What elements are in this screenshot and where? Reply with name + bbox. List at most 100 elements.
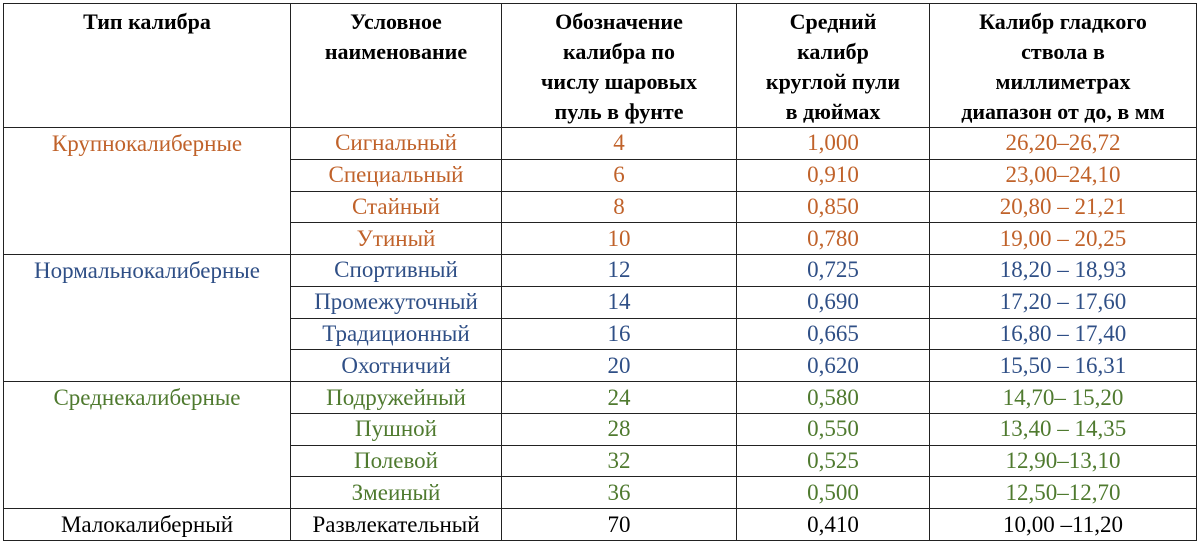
mm-range-cell: 19,00 – 20,25 — [929, 222, 1197, 256]
mm-range-cell: 13,40 – 14,35 — [929, 412, 1197, 446]
name-cell: Специальный — [290, 158, 502, 192]
caliber-type-cell — [3, 191, 291, 223]
gauge-cell: 8 — [501, 190, 737, 224]
header-line: круглой пули — [765, 69, 901, 94]
header-row: Тип калибра Условное наименование Обозна… — [3, 3, 1197, 128]
table-row: Малокалиберный Развлекательный 70 0,410 … — [3, 508, 1197, 541]
header-line: Калибр гладкого — [979, 9, 1147, 34]
inches-cell: 0,690 — [736, 285, 930, 319]
inches-cell: 0,580 — [736, 381, 930, 414]
header-line: диапазон от до, в мм — [961, 99, 1165, 124]
table-row: Промежуточный 14 0,690 17,20 – 17,60 — [3, 285, 1197, 319]
gauge-cell: 12 — [501, 254, 737, 287]
name-cell: Традиционный — [290, 317, 502, 351]
caliber-type-cell: Малокалиберный — [3, 508, 291, 541]
header-average-caliber-inches: Средний калибр круглой пули в дюймах — [736, 3, 930, 128]
caliber-table: Тип калибра Условное наименование Обозна… — [3, 3, 1197, 541]
inches-cell: 0,620 — [736, 349, 930, 383]
inches-cell: 0,725 — [736, 254, 930, 287]
header-caliber-type: Тип калибра — [3, 3, 291, 128]
mm-range-cell: 16,80 – 17,40 — [929, 317, 1197, 351]
mm-range-cell: 12,50–12,70 — [929, 476, 1197, 510]
caliber-type-cell — [3, 159, 291, 192]
gauge-cell: 6 — [501, 158, 737, 192]
table-row: Нормальнокалиберные Спортивный 12 0,725 … — [3, 254, 1197, 287]
caliber-type-cell: Среднекалиберные — [3, 381, 291, 414]
table-row: Специальный 6 0,910 23,00–24,10 — [3, 158, 1197, 192]
mm-range-cell: 17,20 – 17,60 — [929, 285, 1197, 319]
gauge-cell: 10 — [501, 222, 737, 256]
caliber-type-cell — [3, 222, 291, 256]
inches-cell: 0,850 — [736, 190, 930, 224]
header-line: Средний — [789, 9, 877, 34]
header-line: наименование — [324, 39, 468, 64]
header-line: калибра по — [563, 39, 675, 64]
table-row: Полевой 32 0,525 12,90–13,10 — [3, 444, 1197, 478]
mm-range-cell: 23,00–24,10 — [929, 158, 1197, 192]
name-cell: Охотничий — [290, 349, 502, 383]
caliber-type-cell: Крупнокалиберные — [3, 127, 291, 160]
name-cell: Спортивный — [290, 254, 502, 287]
inches-cell: 0,780 — [736, 222, 930, 256]
name-cell: Утиный — [290, 222, 502, 256]
inches-cell: 0,525 — [736, 444, 930, 478]
name-cell: Змеиный — [290, 476, 502, 510]
mm-range-cell: 20,80 – 21,21 — [929, 190, 1197, 224]
table-body: Крупнокалиберные Сигнальный 4 1,000 26,2… — [3, 127, 1197, 541]
gauge-cell: 32 — [501, 444, 737, 478]
gauge-cell: 36 — [501, 476, 737, 510]
header-line: в дюймах — [785, 99, 881, 124]
caliber-type-cell — [3, 349, 291, 383]
gauge-cell: 16 — [501, 317, 737, 351]
table-row: Змеиный 36 0,500 12,50–12,70 — [3, 476, 1197, 510]
gauge-cell: 4 — [501, 127, 737, 160]
gauge-cell: 28 — [501, 412, 737, 446]
caliber-type-cell — [3, 413, 291, 446]
table-row: Среднекалиберные Подружейный 24 0,580 14… — [3, 381, 1197, 414]
table-row: Охотничий 20 0,620 15,50 – 16,31 — [3, 349, 1197, 383]
header-line: Обозначение — [555, 9, 683, 34]
name-cell: Пушной — [290, 412, 502, 446]
inches-cell: 0,910 — [736, 158, 930, 192]
gauge-cell: 14 — [501, 285, 737, 319]
gauge-cell: 70 — [501, 508, 737, 541]
caliber-type-cell — [3, 476, 291, 510]
header-line: пуль в фунте — [554, 99, 684, 124]
header-line: числу шаровых — [540, 69, 697, 94]
table-row: Традиционный 16 0,665 16,80 – 17,40 — [3, 317, 1197, 351]
header-line: Тип калибра — [83, 9, 211, 34]
name-cell: Сигнальный — [290, 127, 502, 160]
mm-range-cell: 12,90–13,10 — [929, 444, 1197, 478]
header-conventional-name: Условное наименование — [290, 3, 502, 128]
inches-cell: 0,550 — [736, 412, 930, 446]
header-gauge-designation: Обозначение калибра по числу шаровых пул… — [501, 3, 737, 128]
table-header: Тип калибра Условное наименование Обозна… — [3, 3, 1197, 128]
table-row: Утиный 10 0,780 19,00 – 20,25 — [3, 222, 1197, 256]
name-cell: Подружейный — [290, 381, 502, 414]
name-cell: Развлекательный — [290, 508, 502, 541]
gauge-cell: 20 — [501, 349, 737, 383]
mm-range-cell: 26,20–26,72 — [929, 127, 1197, 160]
mm-range-cell: 10,00 –11,20 — [929, 508, 1197, 541]
header-line: ствола в — [1021, 39, 1105, 64]
header-line: калибр — [797, 39, 869, 64]
caliber-type-cell: Нормальнокалиберные — [3, 254, 291, 287]
inches-cell: 1,000 — [736, 127, 930, 160]
inches-cell: 0,410 — [736, 508, 930, 541]
gauge-cell: 24 — [501, 381, 737, 414]
table-row: Крупнокалиберные Сигнальный 4 1,000 26,2… — [3, 127, 1197, 160]
mm-range-cell: 15,50 – 16,31 — [929, 349, 1197, 383]
caliber-type-cell — [3, 445, 291, 477]
caliber-type-cell — [3, 318, 291, 350]
name-cell: Полевой — [290, 444, 502, 478]
name-cell: Промежуточный — [290, 285, 502, 319]
inches-cell: 0,665 — [736, 317, 930, 351]
caliber-type-cell — [3, 286, 291, 319]
table-row: Пушной 28 0,550 13,40 – 14,35 — [3, 412, 1197, 446]
header-bore-mm-range: Калибр гладкого ствола в миллиметрах диа… — [929, 3, 1197, 128]
inches-cell: 0,500 — [736, 476, 930, 510]
mm-range-cell: 18,20 – 18,93 — [929, 254, 1197, 287]
table-row: Стайный 8 0,850 20,80 – 21,21 — [3, 190, 1197, 224]
mm-range-cell: 14,70– 15,20 — [929, 381, 1197, 414]
name-cell: Стайный — [290, 190, 502, 224]
